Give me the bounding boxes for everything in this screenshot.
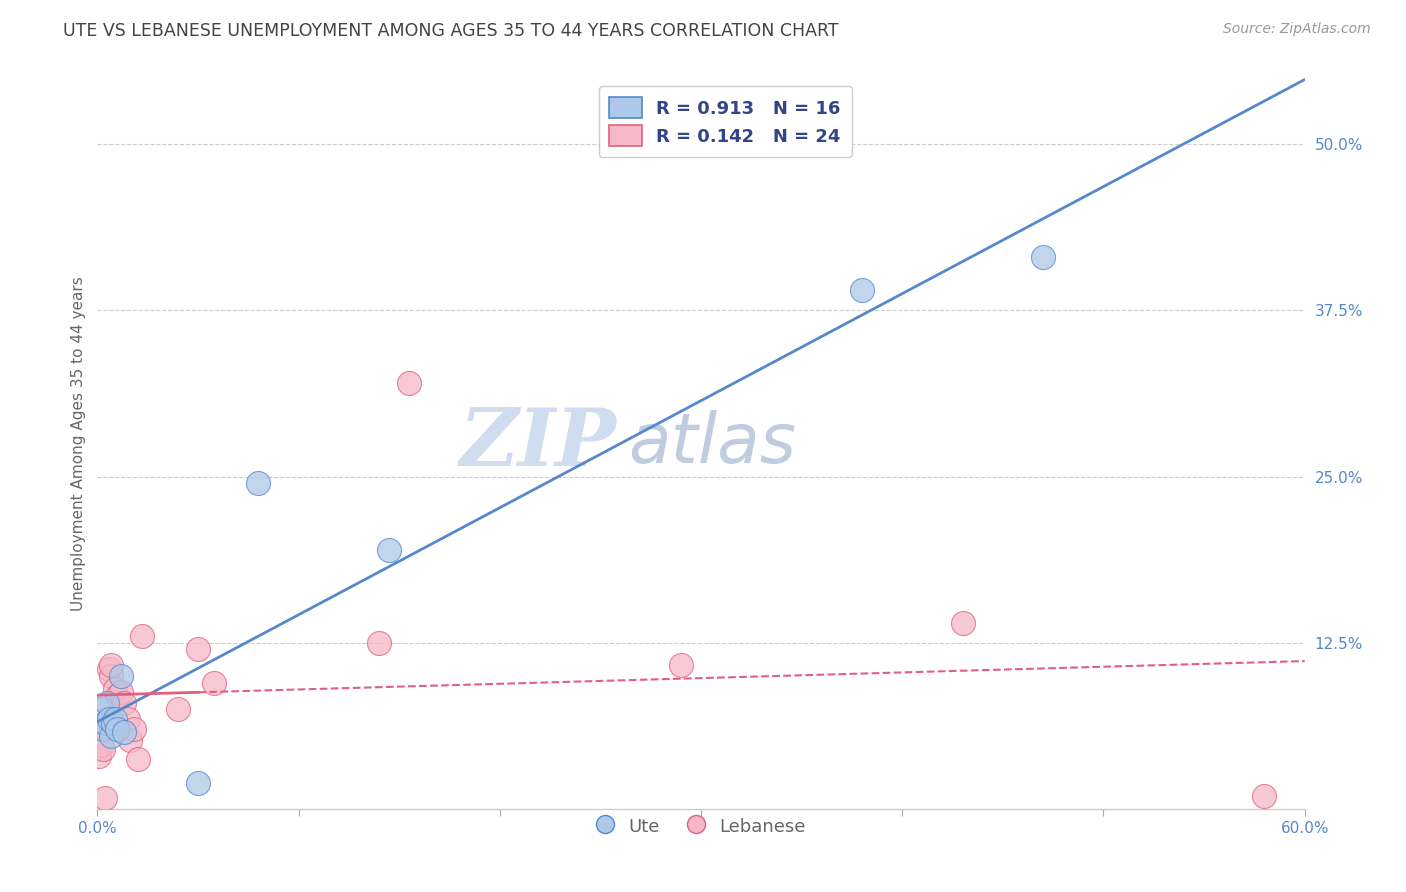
Point — [94, 715, 117, 730]
Point — [96, 696, 118, 710]
Point — [90, 739, 112, 753]
Point — [94, 791, 117, 805]
Point — [117, 712, 139, 726]
Point — [89, 748, 111, 763]
Point — [112, 725, 135, 739]
Point — [122, 723, 145, 737]
Point — [378, 542, 401, 557]
Point — [93, 723, 115, 737]
Point — [100, 669, 122, 683]
Point — [127, 751, 149, 765]
Y-axis label: Unemployment Among Ages 35 to 44 years: Unemployment Among Ages 35 to 44 years — [72, 276, 86, 611]
Point — [104, 682, 127, 697]
Point — [98, 712, 121, 726]
Point — [100, 658, 122, 673]
Point — [107, 689, 129, 703]
Point — [851, 283, 873, 297]
Point — [98, 663, 121, 677]
Point — [952, 615, 974, 630]
Point — [100, 729, 122, 743]
Point — [93, 742, 115, 756]
Point — [202, 675, 225, 690]
Point — [187, 775, 209, 789]
Point — [131, 629, 153, 643]
Point — [112, 696, 135, 710]
Text: atlas: atlas — [628, 409, 797, 477]
Point — [1032, 250, 1054, 264]
Point — [103, 715, 125, 730]
Point — [247, 476, 270, 491]
Legend: Ute, Lebanese: Ute, Lebanese — [589, 809, 813, 844]
Point — [90, 702, 112, 716]
Point — [1253, 789, 1275, 803]
Text: Source: ZipAtlas.com: Source: ZipAtlas.com — [1223, 22, 1371, 37]
Point — [368, 636, 391, 650]
Point — [118, 733, 141, 747]
Point — [110, 685, 132, 699]
Point — [166, 702, 188, 716]
Point — [110, 669, 132, 683]
Point — [107, 723, 129, 737]
Text: UTE VS LEBANESE UNEMPLOYMENT AMONG AGES 35 TO 44 YEARS CORRELATION CHART: UTE VS LEBANESE UNEMPLOYMENT AMONG AGES … — [63, 22, 839, 40]
Text: ZIP: ZIP — [460, 405, 616, 482]
Point — [398, 376, 420, 391]
Point — [104, 712, 127, 726]
Point — [669, 658, 692, 673]
Point — [187, 642, 209, 657]
